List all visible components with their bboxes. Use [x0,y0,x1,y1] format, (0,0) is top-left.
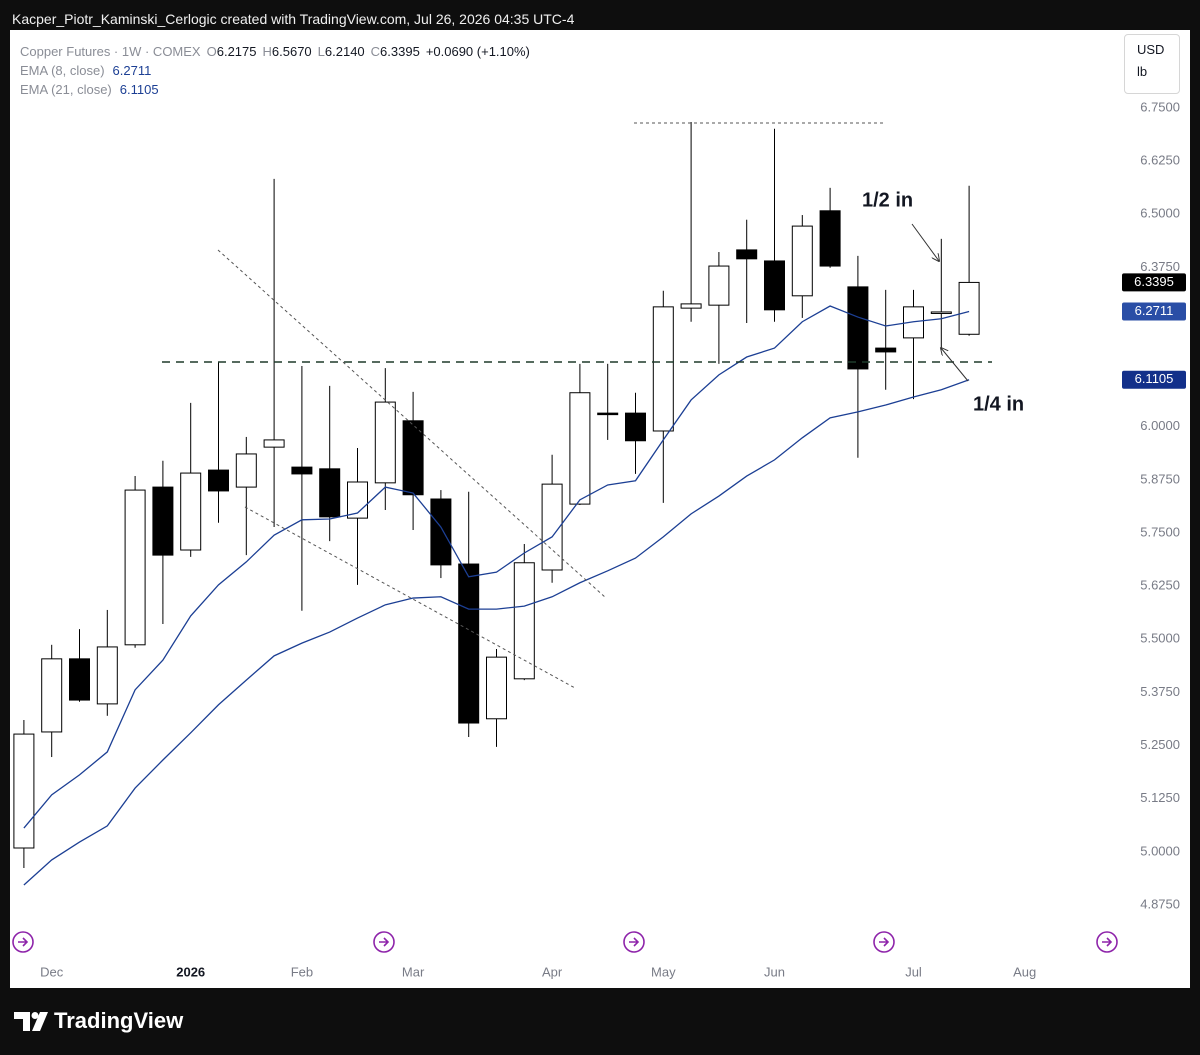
y-tick-label: 5.6250 [1140,578,1180,593]
chart-panel [10,30,1190,988]
price-label-bg [1122,273,1186,292]
candle-body [652,306,674,432]
ohlc-key: H [262,44,272,59]
candle-body [124,489,146,646]
candle-body [41,658,63,733]
ohlc-key: C [370,44,381,59]
candle-body [96,646,118,705]
x-tick-label: Jul [905,964,922,979]
y-tick-label: 5.1250 [1140,790,1180,805]
unit-box: USD lb [1124,34,1180,94]
ohlc-value: 6.5670 [271,44,312,59]
candle-body [263,439,285,448]
channel-line [244,506,576,689]
x-tick-label: Mar [402,964,425,979]
candle-body [152,486,174,556]
candle-body [180,472,202,551]
candle-body [625,412,646,442]
y-tick-label: 6.7500 [1140,99,1180,114]
legend: Copper Futures · 1W · COMEX O 6.2175 H 6.567… [20,42,530,99]
candle-body [930,311,952,314]
footer-logo [14,1012,48,1031]
arrow [941,348,969,382]
symbol: Copper Futures · 1W · COMEX [20,44,201,59]
ohlc-value: 6.2140 [324,44,365,59]
event-icons [12,931,1118,953]
ema-line [23,305,970,829]
candle-body [875,347,897,353]
price-label: 6.3395 [1134,274,1174,289]
price-label-bg [1122,370,1186,389]
ohlc-value: 6.3395 [380,44,420,59]
price-label: 6.1105 [1135,371,1174,386]
legend-entry: EMA (21, close) [20,82,112,97]
channel-line [217,249,607,599]
y-tick-label: 6.0000 [1140,418,1180,433]
candle-body [597,412,619,416]
candle-body [374,401,396,484]
annotation: 1/2 in [862,189,913,211]
annotation: 1/4 in [973,393,1024,415]
y-tick-label: 6.3750 [1140,259,1180,274]
legend-entry: EMA (8, close) [20,63,105,78]
candle-body [319,468,341,518]
x-tick-label: Dec [40,964,64,979]
x-tick-label: Feb [291,964,313,979]
candle-body [680,303,702,309]
ema-line [23,379,970,886]
y-tick-label: 5.8750 [1140,471,1180,486]
ohlc-value: 6.2175 [216,44,257,59]
y-tick-label: 5.2500 [1140,737,1180,752]
x-tick-label: Apr [542,964,563,979]
candle-body [13,733,35,849]
y-tick-label: 5.0000 [1140,843,1180,858]
candle-body [458,563,480,724]
candle-body [402,420,424,496]
candle-body [819,210,841,267]
candle-body [513,562,535,680]
ohlc-key: L [317,44,325,59]
candle-body [291,466,313,475]
x-tick-label: May [651,964,676,979]
legend-value: 6.1105 [119,82,159,97]
candle-body [541,483,563,571]
candle-body [486,656,507,720]
y-tick-label: 6.5000 [1140,206,1180,221]
candle-body [764,260,785,311]
candle-body [708,265,730,306]
y-tick-label: 5.3750 [1140,684,1180,699]
candle-body [235,453,257,488]
y-tick-label: 6.6250 [1140,152,1180,167]
candle-body [69,658,90,701]
candle-body [208,469,229,492]
change: +0.0690 (+1.10%) [425,44,530,59]
footer: TradingView [54,1008,184,1033]
ohlc-key: O [206,44,217,59]
price-label-bg [1122,302,1186,321]
candle-body [430,498,452,566]
header: Kacper_Piotr_Kaminski_Cerlogic created w… [12,11,575,27]
y-tick-label: 4.8750 [1140,896,1180,911]
x-tick-label: Jun [764,964,785,979]
candle-body [736,249,758,260]
candle-body [847,286,869,370]
y-tick-label: 5.7500 [1140,524,1180,539]
arrow [911,223,939,261]
candle-body [569,392,591,505]
candle-body [958,281,980,335]
legend-value: 6.2711 [112,63,152,78]
unit: lb [1137,64,1148,79]
price-label: 6.2711 [1135,303,1174,318]
x-tick-label: Aug [1013,964,1036,979]
y-tick-label: 5.5000 [1140,631,1180,646]
currency: USD [1137,42,1165,57]
x-tick-label: 2026 [176,964,205,979]
candle-body [791,225,813,297]
